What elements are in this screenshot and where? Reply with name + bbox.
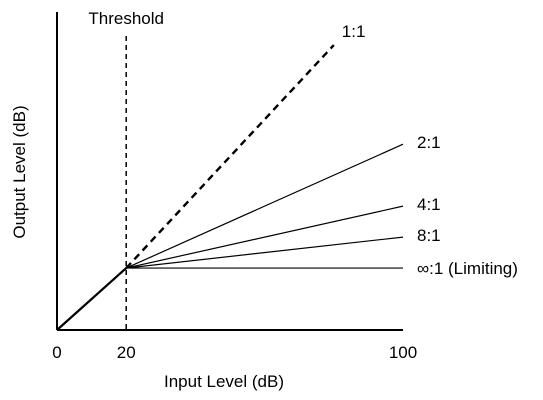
- series-5-label: ∞:1 (Limiting): [417, 259, 518, 278]
- series-4-line: [126, 236, 404, 269]
- series-2-label: 2:1: [417, 133, 441, 152]
- series-2-line: [125, 143, 404, 269]
- chart-marks: 1:1 2:1 4:1 8:1 ∞:1 (Limiting) 0 20 100: [52, 12, 518, 362]
- x-tick-label-20: 20: [117, 343, 136, 362]
- below-threshold-line: [56, 267, 127, 331]
- x-tick-label-100: 100: [389, 343, 417, 362]
- y-axis-title: Output Level (dB): [10, 105, 29, 238]
- series-4-label: 8:1: [417, 226, 441, 245]
- series-1-line: [125, 44, 335, 269]
- series-1-label: 1:1: [342, 22, 366, 41]
- series-3-label: 4:1: [417, 195, 441, 214]
- x-tick-label-0: 0: [52, 343, 61, 362]
- threshold-label: Threshold: [88, 9, 164, 28]
- series-3-line: [126, 205, 404, 269]
- x-axis-title: Input Level (dB): [164, 372, 284, 391]
